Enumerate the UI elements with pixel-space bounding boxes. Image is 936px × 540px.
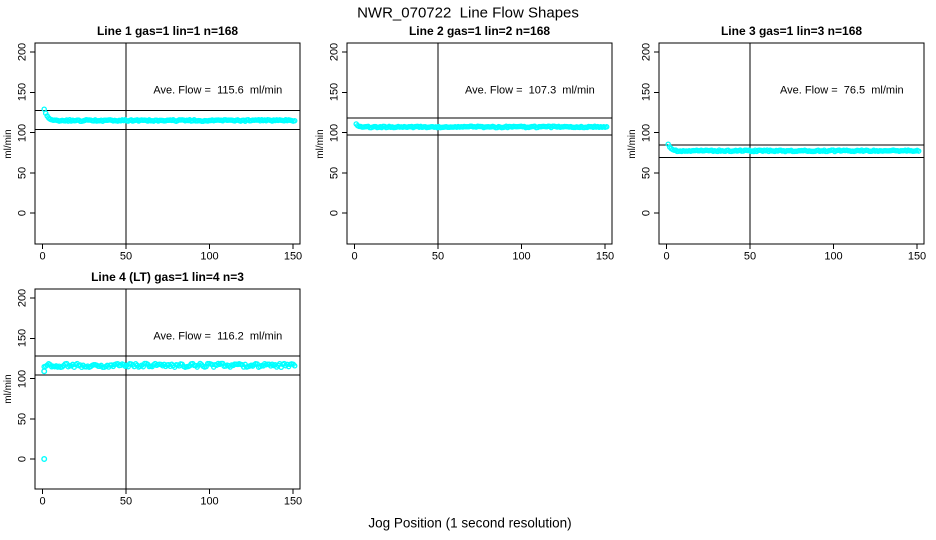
y-tick-label: 0 <box>16 209 29 217</box>
x-tick-label: 0 <box>351 250 358 263</box>
plot-box <box>346 42 613 245</box>
ave-flow-annotation: Ave. Flow = 115.6 ml/min <box>153 84 283 97</box>
panel-title: Line 4 (LT) gas=1 lin=4 n=3 <box>91 270 244 284</box>
figure-title: NWR_070722 Line Flow Shapes <box>357 4 579 22</box>
x-tick-label: 150 <box>283 495 303 508</box>
plot-box <box>34 288 301 490</box>
x-axis-label: Jog Position (1 second resolution) <box>368 515 572 531</box>
y-axis-label: ml/min <box>3 128 14 159</box>
plot-box <box>658 42 925 245</box>
y-tick-label: 50 <box>16 412 29 425</box>
data-point <box>291 363 298 369</box>
x-tick-label: 150 <box>283 250 303 263</box>
panel-1 <box>30 42 301 249</box>
panel-title: Line 3 gas=1 lin=3 n=168 <box>720 24 863 38</box>
data-point <box>291 117 298 124</box>
y-axis-label: ml/min <box>3 374 14 404</box>
y-tick-label: 0 <box>16 455 29 463</box>
y-tick-label: 50 <box>16 166 29 179</box>
x-tick-label: 100 <box>200 495 219 508</box>
y-tick-label: 200 <box>16 288 29 308</box>
y-tick-label: 150 <box>328 83 341 102</box>
panel-3 <box>654 42 925 249</box>
panel-title: Line 1 gas=1 lin=1 n=168 <box>96 24 239 38</box>
ave-flow-annotation: Ave. Flow = 116.2 ml/min <box>153 330 283 343</box>
y-tick-label: 0 <box>640 209 653 217</box>
y-tick-label: 200 <box>16 42 29 62</box>
x-tick-label: 50 <box>431 250 445 263</box>
x-tick-label: 150 <box>907 250 927 263</box>
x-tick-label: 50 <box>119 250 133 263</box>
y-tick-label: 200 <box>640 42 653 62</box>
data-point <box>915 148 922 154</box>
y-tick-label: 50 <box>328 166 341 179</box>
y-tick-label: 100 <box>16 123 29 142</box>
y-axis-label: ml/min <box>627 128 638 159</box>
y-tick-label: 100 <box>640 123 653 142</box>
outlier-point <box>41 456 48 463</box>
y-tick-label: 50 <box>640 166 653 179</box>
y-tick-label: 150 <box>16 83 29 102</box>
x-tick-label: 0 <box>663 250 670 263</box>
ave-flow-annotation: Ave. Flow = 76.5 ml/min <box>780 84 904 97</box>
panel-title: Line 2 gas=1 lin=2 n=168 <box>408 24 551 38</box>
y-tick-label: 150 <box>16 329 29 348</box>
data-point <box>603 124 610 130</box>
ave-flow-annotation: Ave. Flow = 107.3 ml/min <box>464 84 595 97</box>
panel-4 <box>30 288 301 494</box>
y-axis-label: ml/min <box>315 128 326 159</box>
x-tick-label: 0 <box>39 495 46 508</box>
y-tick-label: 0 <box>328 209 341 217</box>
x-tick-label: 50 <box>743 250 757 263</box>
x-tick-label: 150 <box>595 250 615 263</box>
x-tick-label: 100 <box>512 250 531 263</box>
panel-2 <box>342 42 613 249</box>
x-tick-label: 100 <box>824 250 843 263</box>
outlier-point <box>41 368 48 375</box>
x-tick-label: 100 <box>200 250 219 263</box>
x-tick-label: 50 <box>119 495 133 508</box>
x-tick-label: 0 <box>39 250 46 263</box>
y-tick-label: 100 <box>328 123 341 142</box>
y-tick-label: 150 <box>640 83 653 102</box>
y-tick-label: 100 <box>16 369 29 388</box>
y-tick-label: 200 <box>328 42 341 62</box>
plot-box <box>34 42 301 245</box>
